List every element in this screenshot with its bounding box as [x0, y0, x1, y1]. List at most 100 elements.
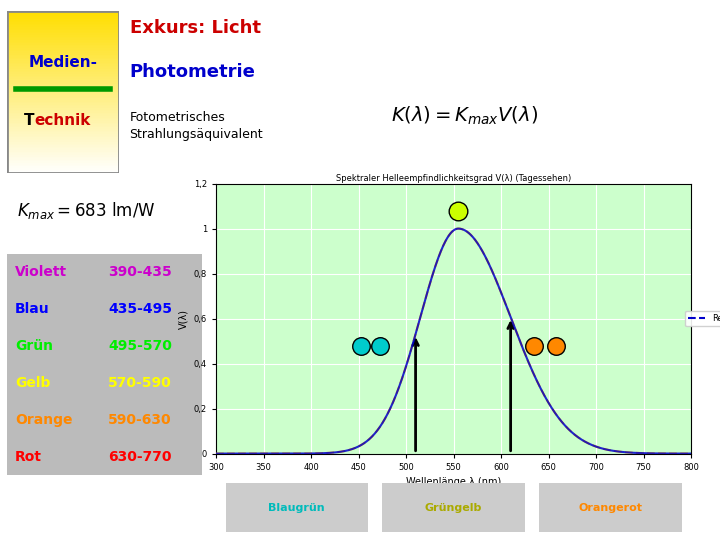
- Bar: [7, 87, 119, 89]
- Y-axis label: V(λ): V(λ): [178, 308, 188, 329]
- X-axis label: Wellenlänge λ (nm): Wellenlänge λ (nm): [406, 477, 501, 487]
- Bar: [7, 71, 119, 72]
- Text: Exkurs: Licht: Exkurs: Licht: [130, 19, 261, 37]
- Bar: [7, 32, 119, 33]
- Bar: [7, 95, 119, 97]
- Bar: [7, 42, 119, 43]
- FancyBboxPatch shape: [7, 254, 202, 475]
- Bar: [7, 97, 119, 98]
- Bar: [7, 168, 119, 170]
- Bar: [7, 160, 119, 161]
- Point: [528, 341, 540, 350]
- Bar: [7, 12, 119, 14]
- Text: Grün: Grün: [15, 339, 53, 353]
- Bar: [7, 14, 119, 16]
- Bar: [7, 150, 119, 152]
- Bar: [7, 85, 119, 87]
- Bar: [7, 140, 119, 142]
- Bar: [7, 82, 119, 84]
- Text: Fotometrisches
Strahlungsäquivalent: Fotometrisches Strahlungsäquivalent: [130, 111, 264, 141]
- Bar: [7, 40, 119, 42]
- Point: [356, 341, 367, 350]
- Text: 590-630: 590-630: [108, 413, 172, 427]
- Text: Gelb: Gelb: [15, 376, 50, 390]
- Text: $K_{max}=683\ \mathrm{lm/W}$: $K_{max}=683\ \mathrm{lm/W}$: [17, 200, 156, 221]
- Text: 435-495: 435-495: [108, 302, 172, 316]
- Bar: [7, 11, 119, 12]
- Bar: [7, 157, 119, 158]
- Text: $K\left(\lambda\right)=K_{max}V\left(\lambda\right)$: $K\left(\lambda\right)=K_{max}V\left(\la…: [391, 105, 538, 127]
- Bar: [7, 142, 119, 144]
- Bar: [7, 93, 119, 95]
- Bar: [7, 76, 119, 77]
- Text: 570-590: 570-590: [108, 376, 172, 390]
- Text: Photometrie: Photometrie: [130, 63, 256, 80]
- Bar: [7, 114, 119, 116]
- Bar: [7, 69, 119, 71]
- Bar: [7, 132, 119, 134]
- Bar: [7, 163, 119, 165]
- Text: Violett: Violett: [15, 265, 67, 279]
- Bar: [7, 19, 119, 21]
- Bar: [7, 80, 119, 82]
- Bar: [7, 64, 119, 66]
- Bar: [7, 50, 119, 51]
- Bar: [7, 77, 119, 79]
- Bar: [7, 144, 119, 145]
- Bar: [7, 134, 119, 136]
- Bar: [7, 51, 119, 53]
- Bar: [7, 139, 119, 140]
- FancyBboxPatch shape: [225, 483, 368, 532]
- Bar: [7, 22, 119, 24]
- Bar: [7, 46, 119, 48]
- Bar: [7, 92, 119, 93]
- Text: 630-770: 630-770: [108, 450, 172, 464]
- Bar: [7, 100, 119, 102]
- Bar: [7, 121, 119, 123]
- Bar: [7, 155, 119, 157]
- Bar: [7, 38, 119, 40]
- Text: Grüngelb: Grüngelb: [425, 503, 482, 512]
- Bar: [7, 55, 119, 56]
- Text: echnik: echnik: [35, 113, 91, 129]
- Text: Medien-: Medien-: [29, 55, 97, 70]
- Point: [374, 341, 386, 350]
- Bar: [7, 161, 119, 163]
- Bar: [7, 110, 119, 111]
- Legend: Reihe1: Reihe1: [685, 310, 720, 327]
- Bar: [7, 30, 119, 32]
- Bar: [7, 106, 119, 108]
- Text: 390-435: 390-435: [108, 265, 172, 279]
- FancyBboxPatch shape: [382, 483, 525, 532]
- Bar: [7, 123, 119, 124]
- Bar: [7, 21, 119, 22]
- Bar: [7, 56, 119, 58]
- Text: Orange: Orange: [15, 413, 73, 427]
- Bar: [7, 27, 119, 29]
- Bar: [7, 35, 119, 37]
- Bar: [7, 43, 119, 45]
- Bar: [7, 116, 119, 118]
- Bar: [7, 59, 119, 61]
- Bar: [7, 113, 119, 114]
- Bar: [7, 58, 119, 59]
- Bar: [7, 165, 119, 166]
- Bar: [7, 63, 119, 64]
- Bar: [7, 148, 119, 150]
- Bar: [7, 111, 119, 113]
- Bar: [7, 24, 119, 25]
- Bar: [7, 131, 119, 132]
- Bar: [7, 102, 119, 103]
- Text: Rot: Rot: [15, 450, 42, 464]
- Bar: [7, 126, 119, 127]
- Bar: [7, 105, 119, 106]
- Bar: [7, 33, 119, 35]
- Point: [551, 341, 562, 350]
- Bar: [7, 53, 119, 55]
- Bar: [7, 145, 119, 147]
- Bar: [7, 84, 119, 85]
- Bar: [7, 152, 119, 153]
- Bar: [7, 66, 119, 68]
- Bar: [7, 136, 119, 137]
- Bar: [7, 68, 119, 69]
